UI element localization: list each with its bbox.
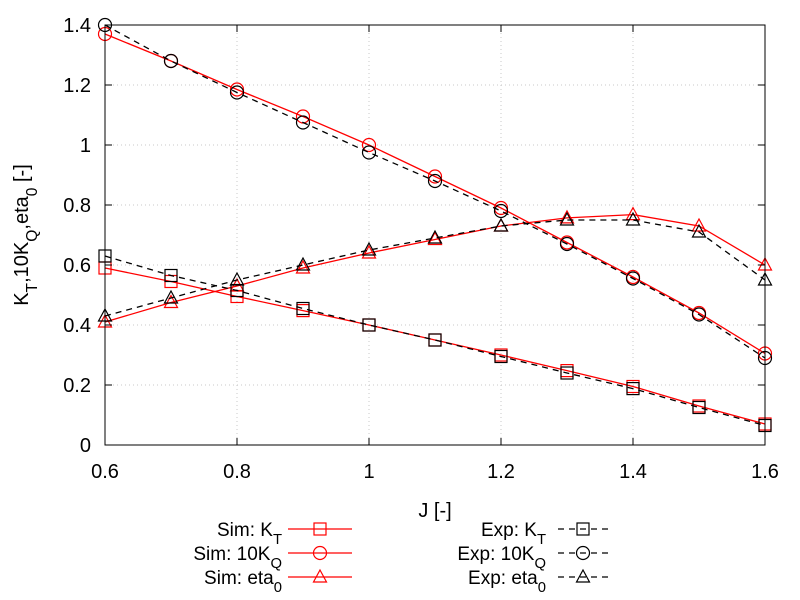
data-point-circle bbox=[625, 271, 641, 286]
legend-marker-square bbox=[576, 522, 590, 536]
y-tick-label: 0.8 bbox=[63, 195, 91, 217]
legend-label: Sim: KT bbox=[217, 520, 282, 548]
data-point-triangle bbox=[361, 241, 377, 256]
y-tick-label: 0.6 bbox=[63, 255, 91, 277]
data-point-triangle bbox=[691, 223, 707, 238]
y-tick-label: 1.2 bbox=[63, 75, 91, 97]
data-point-triangle bbox=[625, 211, 641, 226]
y-tick-label: 0.4 bbox=[63, 315, 91, 337]
data-point-circle bbox=[361, 137, 377, 153]
data-point-circle bbox=[427, 169, 443, 184]
x-tick-label: 0.6 bbox=[91, 461, 119, 483]
data-point-square bbox=[626, 382, 640, 396]
data-point-square bbox=[692, 400, 706, 415]
x-tick-label: 1 bbox=[363, 461, 374, 483]
data-point-square bbox=[296, 301, 310, 316]
legend-item-5: Exp: 10KQ bbox=[457, 544, 608, 572]
data-point-triangle bbox=[559, 209, 575, 224]
data-point-square bbox=[164, 268, 178, 283]
data-point-triangle bbox=[295, 256, 311, 271]
data-point-triangle bbox=[559, 211, 575, 226]
data-point-triangle bbox=[625, 206, 641, 221]
data-point-circle bbox=[295, 115, 311, 130]
y-tick-label: 1 bbox=[80, 135, 91, 157]
legend-marker-circle bbox=[575, 545, 591, 561]
y-tick-label: 1.4 bbox=[63, 15, 91, 37]
data-point-triangle bbox=[229, 271, 245, 286]
series-line bbox=[104, 213, 766, 323]
data-point-circle bbox=[361, 145, 377, 160]
data-point-circle bbox=[163, 53, 179, 69]
x-axis-label: J [-] bbox=[418, 500, 451, 522]
plot-frame bbox=[104, 24, 766, 446]
legend-item-2: Sim: 10KQ bbox=[193, 544, 352, 572]
x-tick-label: 1.2 bbox=[487, 461, 515, 483]
series-3 bbox=[97, 206, 773, 328]
data-point-circle bbox=[229, 82, 245, 97]
data-point-triangle bbox=[493, 217, 509, 232]
y-axis-label: KT,10KQ,eta0 [-] bbox=[11, 164, 41, 306]
y-tick-label: 0 bbox=[80, 435, 91, 457]
data-point-triangle bbox=[295, 259, 311, 274]
legend-item-4: Exp: KT bbox=[481, 520, 608, 548]
data-point-square bbox=[494, 349, 508, 364]
data-point-circle bbox=[691, 307, 707, 322]
series-2 bbox=[97, 26, 773, 361]
data-point-circle bbox=[229, 85, 245, 100]
series-line bbox=[104, 219, 766, 317]
legend-label: Sim: eta0 bbox=[204, 568, 282, 596]
series-5 bbox=[97, 17, 773, 366]
legend-item-3: Sim: eta0 bbox=[204, 568, 352, 596]
data-series bbox=[97, 17, 773, 433]
legend-marker-triangle bbox=[575, 568, 591, 583]
legend-item-1: Sim: KT bbox=[217, 520, 352, 548]
series-line bbox=[104, 24, 766, 359]
data-point-triangle bbox=[427, 229, 443, 244]
legend-label: Exp: 10KQ bbox=[457, 544, 546, 572]
legend-label: Exp: eta0 bbox=[468, 568, 546, 596]
data-point-triangle bbox=[361, 244, 377, 259]
legend-label: Sim: 10KQ bbox=[193, 544, 282, 572]
tick-labels: 0.6 0.8 1 1.2 1.4 1.6 0 0.2 0.4 0.6 0.8 1 1.2 1.4 bbox=[63, 15, 779, 483]
data-point-square bbox=[428, 333, 442, 347]
series-line bbox=[104, 33, 766, 355]
data-point-triangle bbox=[691, 217, 707, 232]
legend-marker-circle bbox=[312, 545, 328, 561]
y-tick-label: 0.2 bbox=[63, 375, 91, 397]
series-4 bbox=[98, 249, 772, 433]
grid bbox=[104, 24, 766, 446]
legend-marker-square bbox=[313, 522, 327, 536]
legend-marker-triangle bbox=[312, 568, 328, 583]
data-point-triangle bbox=[163, 289, 179, 304]
data-point-circle bbox=[493, 203, 509, 219]
series-line bbox=[104, 255, 766, 427]
data-point-square bbox=[362, 318, 376, 332]
legend-item-6: Exp: eta0 bbox=[468, 568, 608, 596]
x-tick-label: 0.8 bbox=[223, 461, 251, 483]
x-tick-label: 1.6 bbox=[751, 461, 779, 483]
data-point-square bbox=[560, 366, 574, 380]
series-6 bbox=[97, 211, 773, 322]
legend-label: Exp: KT bbox=[481, 520, 546, 548]
data-point-circle bbox=[427, 173, 443, 189]
data-point-circle bbox=[559, 236, 575, 252]
data-point-triangle bbox=[163, 294, 179, 309]
x-tick-label: 1.4 bbox=[619, 461, 647, 483]
axis-ticks bbox=[104, 24, 766, 446]
